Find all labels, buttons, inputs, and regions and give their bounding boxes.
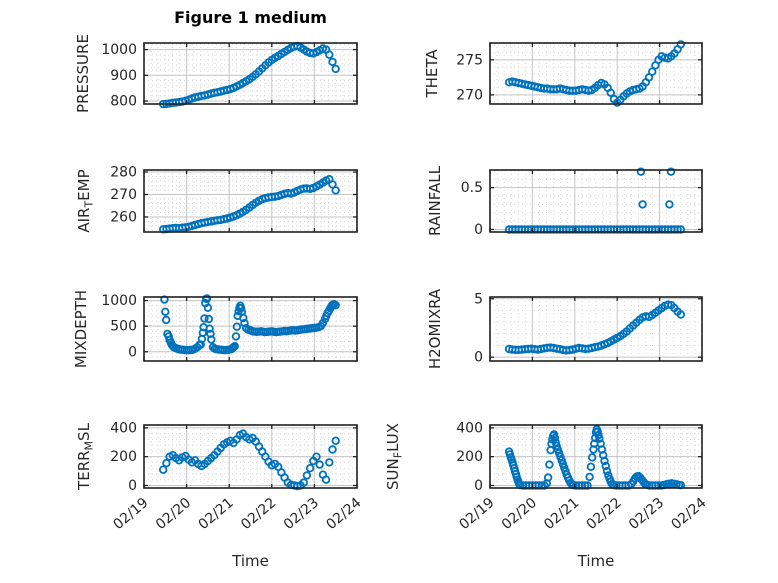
axes-box: [143, 169, 358, 233]
svg-text:200: 200: [456, 449, 483, 465]
svg-text:02/23: 02/23: [626, 495, 667, 533]
svg-text:02/24: 02/24: [323, 495, 364, 533]
y-tick-labels: 270 275: [456, 52, 483, 103]
svg-text:400: 400: [456, 420, 483, 436]
y-tick-labels: 05: [474, 291, 483, 365]
svg-text:02/21: 02/21: [196, 495, 237, 533]
ylabel-h2omixra: H2OMIXRA: [426, 288, 444, 369]
svg-text:02/20: 02/20: [153, 495, 194, 533]
plot-background: [490, 170, 702, 232]
svg-text:270: 270: [456, 87, 483, 103]
x-tick-labels: 02/19 02/20 02/21 02/22 02/23 02/24: [456, 495, 709, 533]
ylabel-rainfall: RAINFALL: [426, 165, 444, 236]
y-tick-labels: 800 900 1000: [101, 42, 137, 109]
svg-text:0: 0: [128, 478, 137, 494]
major-grid: [489, 297, 703, 361]
axes-box: [489, 424, 703, 489]
svg-text:400: 400: [110, 420, 137, 436]
svg-text:500: 500: [110, 319, 137, 335]
svg-text:02/22: 02/22: [584, 495, 625, 533]
svg-text:0: 0: [474, 478, 483, 494]
axes-box: [143, 424, 358, 489]
subplot-mixdepth: 0 500 1000 MIXDEPTH: [72, 290, 358, 368]
svg-text:02/19: 02/19: [110, 495, 151, 533]
minor-grid: [490, 297, 702, 361]
svg-text:02/22: 02/22: [238, 495, 279, 533]
axes-box: [489, 296, 703, 362]
ylabel-theta: THETA: [423, 49, 441, 99]
ylabel-pressure: PRESSURE: [74, 34, 92, 113]
y-tick-labels: 0 500 1000: [101, 293, 137, 360]
x-tick-labels: 02/19 02/20 02/21 02/22 02/23 02/24: [110, 495, 364, 533]
svg-text:02/23: 02/23: [281, 495, 322, 533]
axes-box: [143, 42, 358, 105]
x-axis-label-right: Time: [577, 552, 615, 570]
data-markers: [158, 429, 340, 491]
svg-text:270: 270: [110, 187, 137, 203]
y-tick-labels: 00.5: [461, 180, 483, 238]
svg-text:0: 0: [474, 222, 483, 238]
x-axis-label-left: Time: [232, 552, 269, 570]
data-markers: [504, 40, 685, 107]
svg-text:280: 280: [110, 165, 137, 181]
axes-box: [489, 42, 703, 105]
data-markers: [504, 300, 685, 355]
y-tick-labels: 0 200 400: [110, 420, 137, 494]
subplot-air-temp: 260 270 280 AIRTEMP: [75, 165, 358, 234]
svg-text:02/19: 02/19: [456, 495, 497, 533]
data-markers: [504, 167, 685, 234]
svg-text:900: 900: [110, 68, 137, 84]
svg-text:5: 5: [474, 291, 483, 307]
svg-text:200: 200: [110, 449, 137, 465]
svg-text:800: 800: [110, 94, 137, 110]
y-tick-labels: 260 270 280: [110, 165, 137, 226]
subplot-pressure: 800 900 1000 PRESSURE: [74, 34, 358, 113]
svg-text:0.5: 0.5: [461, 180, 483, 196]
svg-text:02/24: 02/24: [668, 495, 709, 533]
svg-text:260: 260: [110, 209, 137, 225]
ylabel-sun-flux: SUNFLUX: [384, 423, 405, 490]
svg-text:1000: 1000: [101, 42, 137, 58]
svg-text:02/20: 02/20: [499, 495, 540, 533]
svg-text:0: 0: [128, 344, 137, 360]
ylabel-mixdepth: MIXDEPTH: [72, 290, 90, 368]
subplot-theta: 270 275 THETA: [423, 40, 703, 107]
data-markers: [160, 294, 340, 355]
axes-box: [489, 169, 703, 233]
svg-text:02/21: 02/21: [541, 495, 582, 533]
axes-box: [143, 296, 358, 362]
ylabel-terr-msl: TERRMSL: [75, 422, 96, 491]
minor-grid: [490, 43, 702, 104]
ylabel-air-temp: AIRTEMP: [75, 169, 96, 232]
y-tick-labels: 0 200 400: [456, 420, 483, 494]
figure-title: Figure 1 medium: [174, 8, 327, 27]
svg-text:275: 275: [456, 52, 483, 68]
svg-text:1000: 1000: [101, 293, 137, 309]
svg-text:0: 0: [474, 350, 483, 366]
